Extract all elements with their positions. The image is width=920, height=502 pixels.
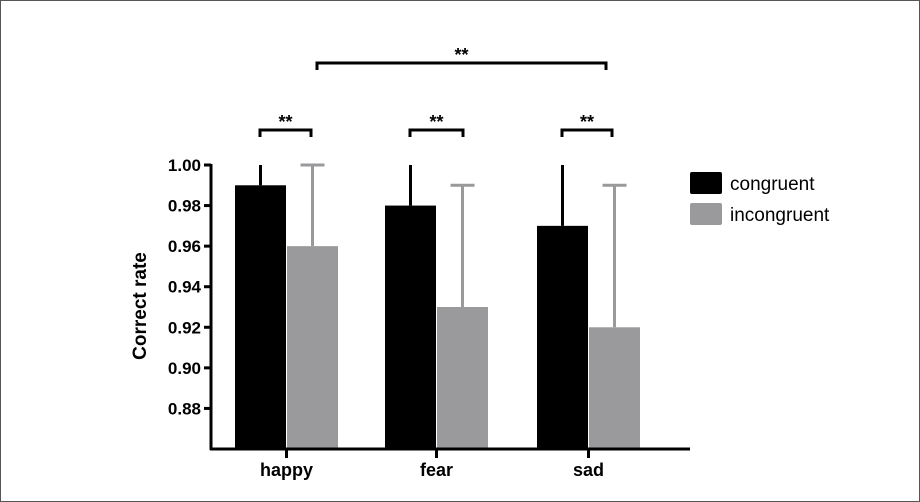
significance-bracket — [560, 128, 614, 137]
y-tick-label: 0.92 — [168, 318, 201, 337]
significance-bracket — [408, 128, 465, 137]
significance-bracket — [315, 61, 608, 70]
legend-swatch-congruent — [690, 172, 722, 194]
x-tick-label: sad — [573, 460, 604, 480]
legend-swatch-incongruent — [690, 203, 722, 225]
bar-happy-incongruent — [287, 246, 338, 449]
significance-bracket — [258, 128, 313, 137]
y-tick-label: 0.94 — [168, 278, 202, 297]
y-axis-label: Correct rate — [130, 252, 151, 360]
y-tick-label: 0.88 — [168, 399, 201, 418]
bar-fear-congruent — [385, 205, 436, 449]
significance-label: ** — [429, 112, 443, 132]
bar-happy-congruent — [235, 185, 286, 450]
y-tick-label: 0.90 — [168, 359, 201, 378]
bar-sad-incongruent — [589, 327, 640, 449]
significance-label: ** — [580, 112, 594, 132]
bar-fear-incongruent — [437, 307, 488, 449]
legend-label-congruent: congruent — [730, 174, 815, 195]
significance-label: ** — [454, 45, 468, 65]
y-tick-label: 1.00 — [168, 156, 201, 175]
significance-label: ** — [278, 112, 292, 132]
x-tick-label: happy — [260, 460, 313, 480]
bar-sad-congruent — [537, 225, 588, 449]
y-tick-label: 0.96 — [168, 237, 201, 256]
legend-label-incongruent: incongruent — [730, 205, 830, 226]
y-tick-label: 0.98 — [168, 197, 201, 216]
x-tick-label: fear — [420, 460, 453, 480]
